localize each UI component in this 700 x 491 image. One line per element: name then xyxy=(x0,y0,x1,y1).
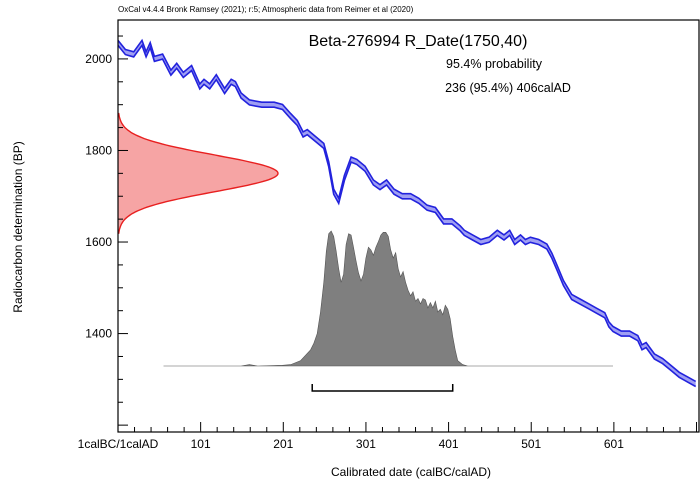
calibrated-area xyxy=(163,230,613,367)
y-axis-label: Radiocarbon determination (BP) xyxy=(11,141,25,312)
x-tick-label: 201 xyxy=(273,437,293,451)
plot-frame xyxy=(117,19,700,433)
calibration-upper-line xyxy=(118,38,697,383)
x-tick-label: 1calBC/1calAD xyxy=(78,437,159,451)
range-label: 236 (95.4%) 406calAD xyxy=(445,81,571,95)
x-tick-label: 601 xyxy=(604,437,624,451)
x-axis-ticks: 1calBC/1calAD 101 201 301 401 501 601 xyxy=(78,422,698,451)
x-tick-label: 401 xyxy=(439,437,459,451)
credit-text: OxCal v4.4.4 Bronk Ramsey (2021); r:5; A… xyxy=(118,5,414,14)
y-tick-label: 1600 xyxy=(85,235,112,249)
radiocarbon-fill xyxy=(118,112,278,234)
radiocarbon-distribution-layer xyxy=(118,112,279,234)
chart-title: Beta-276994 R_Date(1750,40) xyxy=(309,33,528,50)
y-tick-label: 1800 xyxy=(85,143,112,157)
y-axis-ticks: 1400 1600 1800 2000 xyxy=(85,35,128,426)
x-tick-label: 501 xyxy=(521,437,541,451)
x-tick-label: 101 xyxy=(191,437,211,451)
calibration-lower-line xyxy=(118,43,697,388)
x-axis-label: Calibrated date (calBC/calAD) xyxy=(331,465,491,479)
y-tick-label: 1400 xyxy=(85,327,112,341)
range-bar xyxy=(311,384,454,392)
y-tick-label: 2000 xyxy=(85,52,112,66)
calibrated-distribution-layer xyxy=(163,230,613,367)
calibration-curve-layer xyxy=(118,38,697,388)
probability-label: 95.4% probability xyxy=(446,57,543,71)
x-tick-label: 301 xyxy=(356,437,376,451)
radiocarbon-outline xyxy=(118,112,279,234)
